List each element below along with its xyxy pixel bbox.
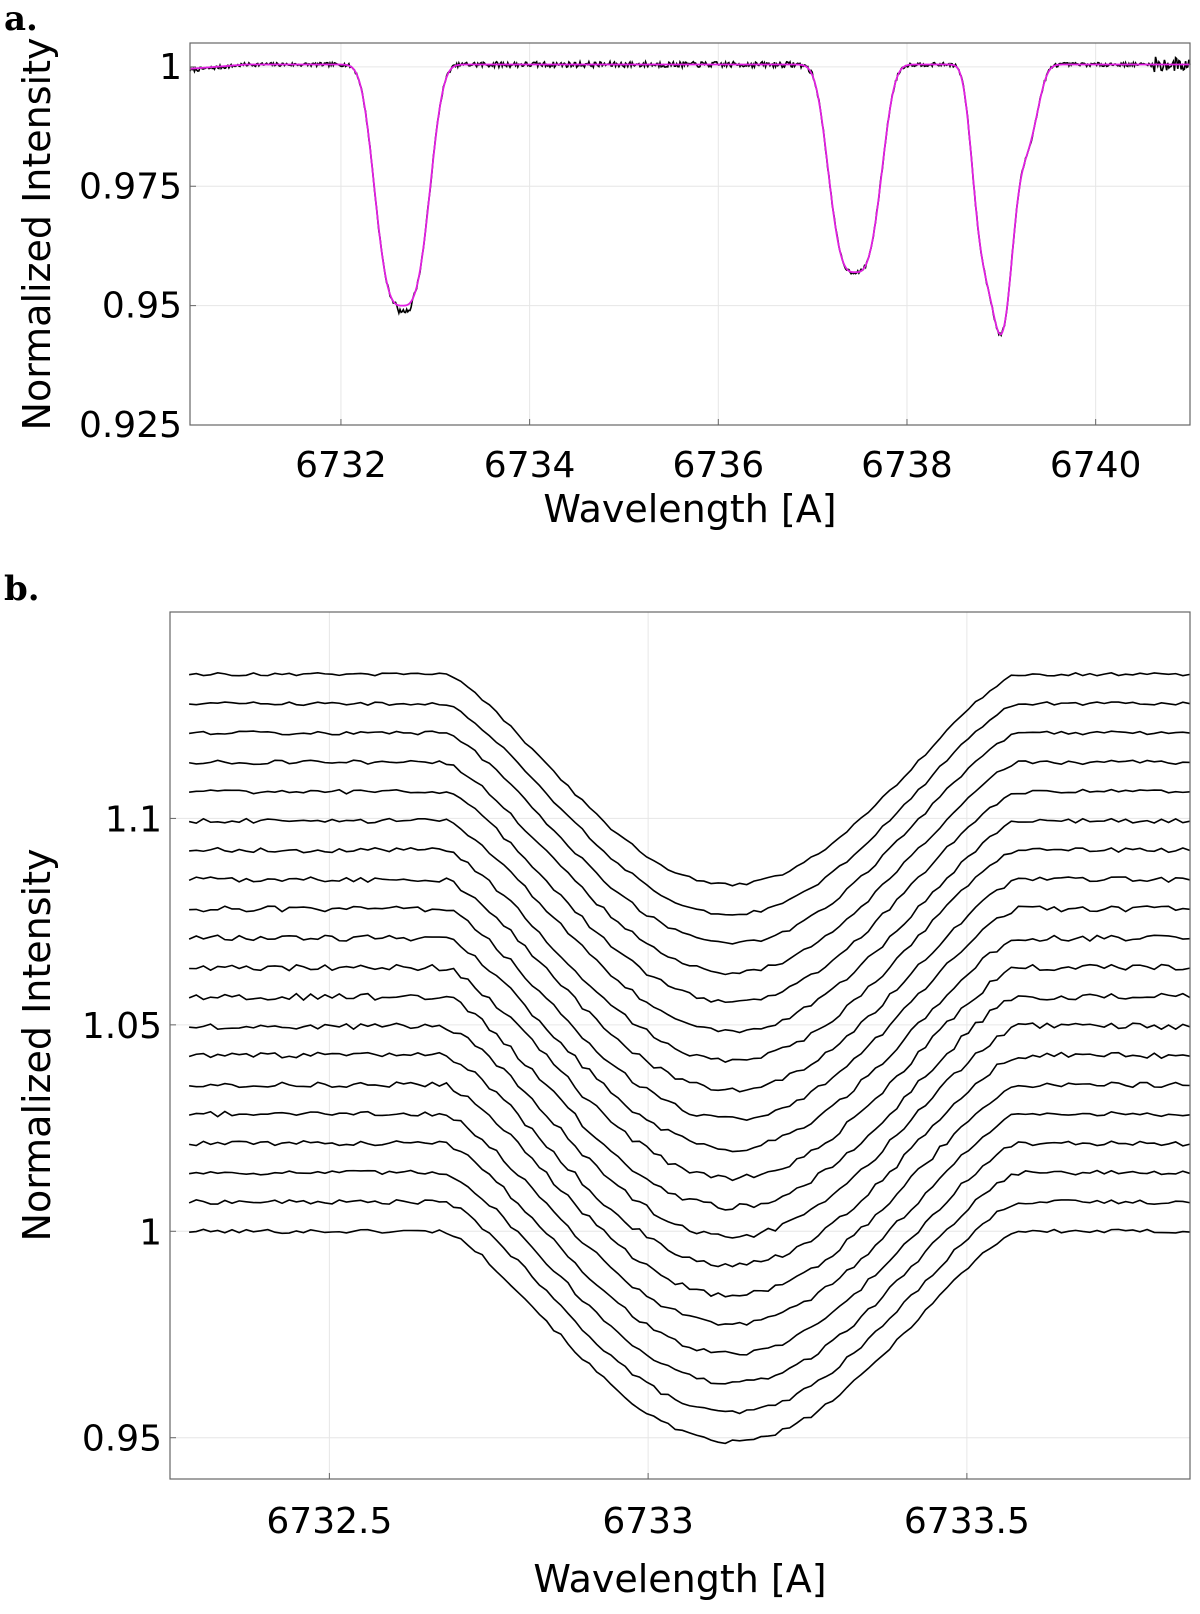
panel-b-x-tick-label: 6732.5 — [266, 1501, 392, 1542]
panel-b-spectrum-series — [189, 701, 1191, 916]
panel-a-x-tick-label: 6740 — [1050, 445, 1142, 486]
panel-b-spectrum-series — [188, 1051, 1191, 1268]
panel-b-x-axis-title: Wavelength [A] — [533, 1557, 826, 1601]
panel-b-spectrum-series — [189, 1081, 1191, 1298]
panel-a-x-axis-title: Wavelength [A] — [543, 487, 836, 531]
panel-b-spectrum-series — [188, 817, 1191, 1034]
panel-a-series — [189, 56, 1191, 338]
panel-b-y-tick-label: 0.95 — [82, 1419, 162, 1460]
panel-a-x-tick-label: 6734 — [484, 445, 576, 486]
panel-a-x-tick-label: 6736 — [672, 445, 764, 486]
panel-b-spectrum-series — [189, 671, 1191, 887]
panel-b-ticks: 6732.5 6733 6733.5 0.95 1 1.05 1.1 — [82, 799, 1030, 1542]
panel-a-x-tick-label: 6732 — [295, 445, 387, 486]
panel-b-spectrum-series — [188, 1169, 1191, 1385]
panel-b-spectrum-series — [188, 1199, 1191, 1415]
panel-b-spectrum-series — [189, 963, 1191, 1182]
panel-b-x-tick-label: 6733.5 — [904, 1501, 1030, 1542]
panel-b-spectrum-series — [189, 1022, 1191, 1239]
panel-b-spectrum-series — [188, 992, 1191, 1211]
panel-a-plot-area — [189, 42, 1191, 426]
panel-b-y-tick-label: 1 — [139, 1212, 162, 1253]
panel-b-spectrum-series — [189, 788, 1191, 1004]
panel-a-x-tick-label: 6738 — [861, 445, 953, 486]
panel-b-spectrum-series — [188, 876, 1191, 1093]
panel-b-series — [188, 671, 1191, 1445]
panel-b-x-tick-label: 6733 — [602, 1501, 694, 1542]
panel-a-y-axis-title: Normalized Intensity — [15, 38, 59, 431]
panel-b-y-axis-title: Normalized Intensity — [15, 849, 59, 1242]
panel-b-plot-area — [169, 611, 1191, 1480]
panel-b-y-tick-label: 1.05 — [82, 1006, 162, 1047]
panel-b-label: b. — [4, 569, 40, 609]
panel-b-spectrum-series — [189, 1228, 1191, 1445]
panel-b-spectrum-series — [188, 934, 1191, 1153]
panel-a-label: a. — [4, 0, 38, 39]
panel-a-model-spectrum — [189, 63, 1190, 336]
panel-b-spectrum-series — [189, 846, 1191, 1064]
panel-a-ticks: 6732 6734 6736 6738 6740 0.925 0.95 0.975 1 — [79, 47, 1142, 486]
panel-b-spectrum-series — [189, 730, 1191, 945]
panel-a-y-tick-label: 0.975 — [79, 166, 182, 207]
panel-b-spectrum-series — [188, 759, 1191, 976]
panel-b-spectrum-series — [188, 1110, 1191, 1326]
panel-a-y-tick-label: 1 — [159, 47, 182, 88]
panel-b-spectrum-series — [189, 905, 1191, 1121]
panel-a-y-tick-label: 0.95 — [102, 286, 182, 327]
panel-b-grid — [170, 612, 1190, 1479]
panel-b-spectrum-series — [188, 1140, 1191, 1356]
panel-a-y-tick-label: 0.925 — [79, 405, 182, 446]
panel-b-y-tick-label: 1.1 — [105, 799, 162, 840]
